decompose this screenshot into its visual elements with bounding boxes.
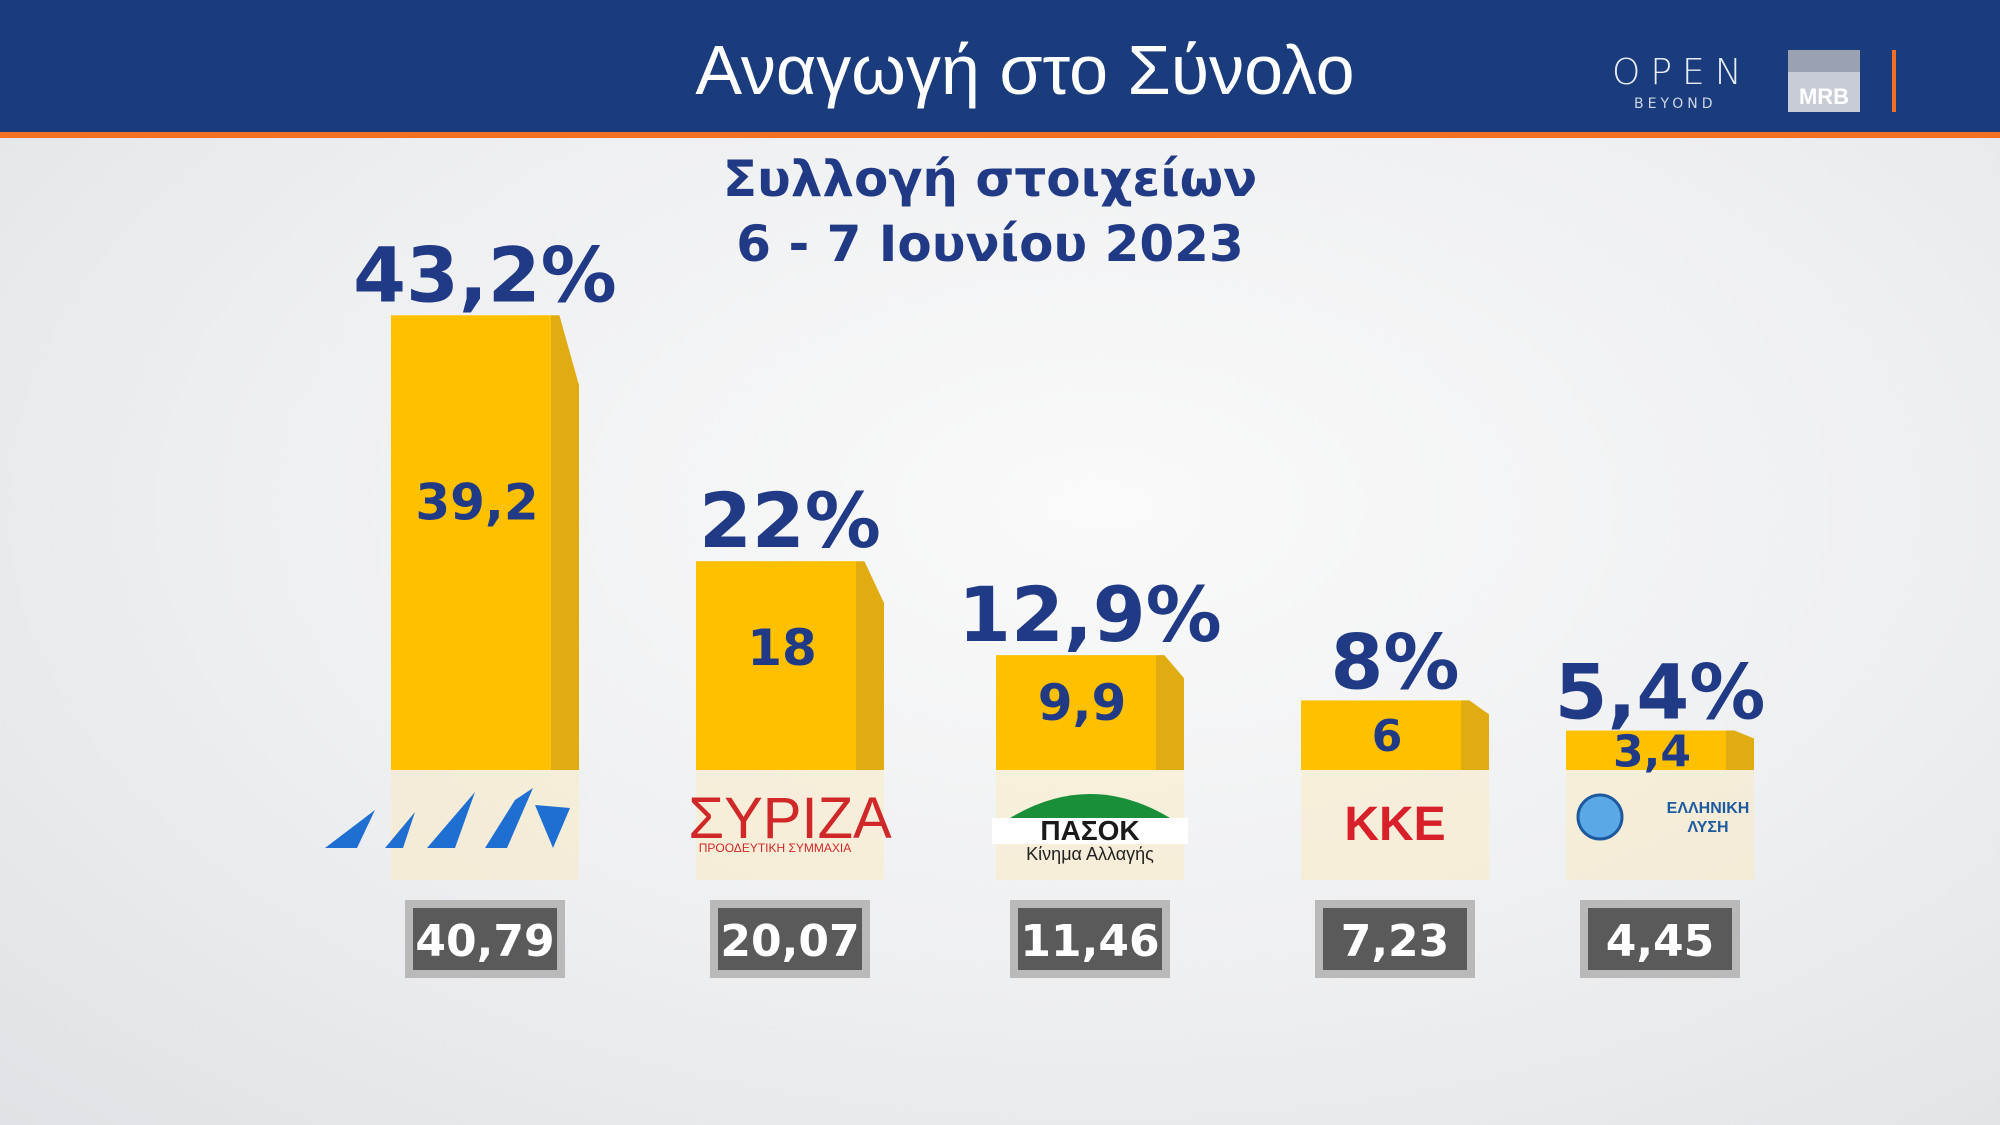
logo-divider (1892, 50, 1896, 112)
bar-value-label: 39,2 (415, 474, 538, 532)
bar-side-0 (551, 315, 579, 770)
pasok-logo-subtext: Κίνημα Αλλαγής (1026, 844, 1154, 864)
elliniki-lysi-logo-subtext: ΛΥΣΗ (1687, 819, 1728, 836)
bar-side-2 (1156, 655, 1184, 770)
result-box-value: 7,23 (1341, 916, 1450, 967)
bar-value-label: 18 (747, 619, 817, 677)
bar-3 (1301, 700, 1461, 770)
result-box (1018, 908, 1162, 970)
pasok-logo-text: ΠΑΣΟΚ (1040, 815, 1139, 846)
mrb-logo-text: MRB (1798, 84, 1850, 109)
result-box (718, 908, 862, 970)
bar-1 (696, 561, 856, 770)
percent-label: 8% (1330, 617, 1459, 706)
bar-side-4 (1726, 730, 1754, 770)
result-box-value: 11,46 (1020, 916, 1159, 967)
nd-logo-icon (427, 792, 475, 848)
bar-value-label: 6 (1372, 711, 1403, 762)
mrb-logo: MRB (1788, 50, 1860, 112)
result-box-value: 40,79 (415, 916, 554, 967)
kke-logo-text: ΚΚΕ (1344, 798, 1445, 851)
nd-logo-icon (535, 805, 570, 848)
syriza-logo-text: ΣΥΡΙΖΑ (688, 786, 892, 851)
open-logo-subtext: BEYOND (1634, 96, 1717, 112)
nd-logo-icon (325, 810, 375, 848)
elliniki-lysi-logo-icon (1576, 793, 1624, 841)
bar-4 (1566, 730, 1726, 770)
header-bar (0, 0, 2000, 132)
percent-label: 22% (699, 476, 881, 565)
percent-label: 12,9% (958, 570, 1222, 659)
nd-logo-icon (385, 812, 415, 848)
bar-side-1 (856, 561, 884, 770)
bar-value-label: 9,9 (1038, 674, 1127, 732)
bar-0 (391, 315, 551, 770)
result-box (1588, 908, 1732, 970)
percent-label: 43,2% (353, 230, 617, 319)
subtitle-line-1: Συλλογή στοιχείων (722, 150, 1258, 208)
result-box (1323, 908, 1467, 970)
bar-reflection (1301, 770, 1489, 880)
bar-side-3 (1461, 700, 1489, 770)
pasok-logo-band (992, 818, 1188, 844)
open-logo: OPEN (1612, 52, 1752, 93)
elliniki-lysi-logo-text: ΕΛΛΗΝΙΚΗ (1667, 800, 1750, 817)
result-box-value: 20,07 (720, 916, 859, 967)
bar-reflection (696, 770, 884, 880)
result-box-value: 4,45 (1606, 916, 1715, 967)
bar-2 (996, 655, 1156, 770)
bar-value-label: 3,4 (1613, 726, 1691, 777)
result-box (413, 908, 557, 970)
mrb-logo-band (1788, 50, 1860, 72)
header-accent-line (0, 132, 2000, 138)
page-title: Αναγωγή στο Σύνολο (695, 31, 1355, 109)
syriza-logo-subtext: ΠΡΟΟΔΕΥΤΙΚΗ ΣΥΜΜΑΧΙΑ (699, 841, 852, 855)
pasok-logo-icon (1010, 794, 1170, 818)
percent-label: 5,4% (1555, 648, 1766, 737)
subtitle-line-2: 6 - 7 Ιουνίου 2023 (736, 215, 1244, 273)
nd-logo-icon (485, 788, 533, 848)
